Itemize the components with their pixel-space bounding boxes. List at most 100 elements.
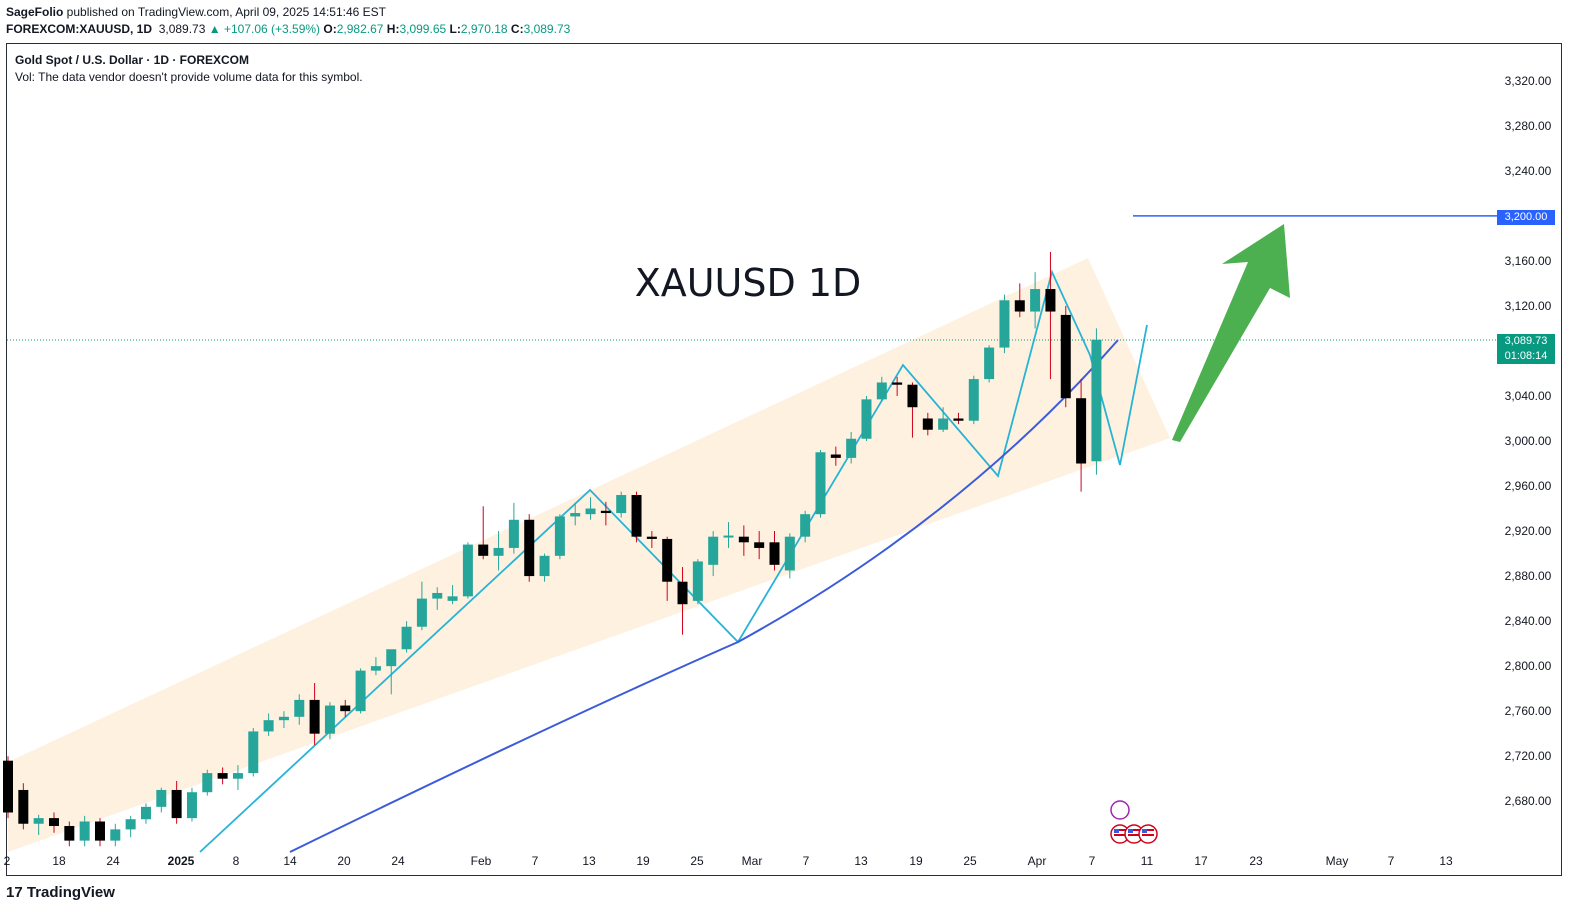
- candle: [769, 531, 780, 571]
- ohlc-header: FOREXCOM:XAUUSD, 1D 3,089.73 ▲ +107.06 (…: [6, 22, 570, 36]
- publisher-name: SageFolio: [6, 5, 64, 19]
- candle: [677, 567, 688, 635]
- flag-stripe: [1128, 834, 1140, 836]
- candle-body: [723, 535, 734, 538]
- candle: [263, 713, 274, 736]
- candle-body: [692, 561, 703, 601]
- candle-body: [1030, 289, 1041, 312]
- candle-body: [493, 547, 504, 556]
- flag-stripe: [1114, 829, 1126, 831]
- symbol-legend: Gold Spot / U.S. Dollar · 1D · FOREXCOM: [15, 53, 250, 67]
- candle: [754, 531, 765, 560]
- candle: [294, 694, 305, 725]
- flag-stripe: [1142, 834, 1154, 836]
- flag-stripe: [1114, 834, 1126, 836]
- candle: [968, 375, 979, 425]
- candle-body: [447, 596, 458, 601]
- open-value: 2,982.67: [336, 22, 384, 36]
- candle-body: [616, 495, 627, 514]
- tradingview-logo[interactable]: 17 TradingView: [6, 884, 115, 901]
- candle-body: [33, 818, 44, 824]
- candle: [738, 525, 749, 556]
- candle: [478, 506, 489, 560]
- candle: [110, 823, 121, 847]
- x-tick-label: 2025: [168, 854, 195, 868]
- candle: [524, 514, 535, 582]
- flash-event-icon: [1110, 800, 1130, 820]
- candle: [64, 821, 75, 847]
- y-tick-label: 2,960.00: [1505, 479, 1552, 493]
- candle: [33, 814, 44, 835]
- symbol-label: FOREXCOM:XAUUSD, 1D: [6, 22, 153, 36]
- candle-body: [1091, 339, 1102, 462]
- y-tick-label: 2,720.00: [1505, 749, 1552, 763]
- candle-body: [754, 542, 765, 548]
- high-value: 3,099.65: [399, 22, 447, 36]
- x-tick-label: Mar: [742, 854, 763, 868]
- x-tick-label: 2: [4, 854, 11, 868]
- low-label: L:: [449, 22, 461, 36]
- candle: [432, 587, 443, 610]
- candle: [1045, 251, 1056, 380]
- candle: [953, 412, 964, 425]
- x-tick-label: 13: [582, 854, 596, 868]
- candle: [278, 711, 289, 729]
- y-tick-label: 2,920.00: [1505, 524, 1552, 538]
- candle: [1014, 283, 1025, 318]
- y-tick-label: 2,680.00: [1505, 794, 1552, 808]
- x-tick-label: 25: [690, 854, 704, 868]
- candle-body: [968, 379, 979, 421]
- candle-body: [830, 454, 841, 458]
- candle: [646, 531, 657, 548]
- candle-body: [140, 806, 151, 820]
- x-tick-label: 25: [963, 854, 977, 868]
- candle-body: [232, 773, 243, 779]
- candle-body: [125, 819, 136, 830]
- us-flag-icon: [1138, 824, 1158, 844]
- flag-stripe: [1142, 829, 1154, 831]
- candle: [999, 294, 1010, 354]
- channel-layer: [8, 258, 1170, 852]
- candle-body: [662, 538, 673, 582]
- candle-body: [48, 818, 59, 826]
- x-tick-label: 24: [106, 854, 120, 868]
- chart-label: XAUUSD 1D: [635, 261, 862, 305]
- candle-body: [984, 347, 995, 380]
- candle: [892, 376, 903, 396]
- candle-body: [202, 773, 213, 793]
- candle: [1091, 328, 1102, 475]
- flag-canton: [1128, 829, 1133, 833]
- y-tick-label: 3,240.00: [1505, 164, 1552, 178]
- candle: [784, 533, 795, 579]
- y-tick-label: 3,000.00: [1505, 434, 1552, 448]
- candle: [907, 382, 918, 438]
- candle: [570, 502, 581, 526]
- candle: [631, 491, 642, 543]
- candle: [171, 780, 182, 824]
- candle-body: [539, 555, 550, 577]
- candle-body: [554, 516, 565, 556]
- y-tick-label: 3,040.00: [1505, 389, 1552, 403]
- candle-body: [478, 544, 489, 556]
- candle-body: [18, 789, 29, 824]
- x-tick-label: 20: [337, 854, 351, 868]
- candle-body: [800, 514, 811, 537]
- candle-body: [631, 495, 642, 537]
- candle-body: [570, 513, 581, 517]
- flag-stripe: [1128, 829, 1140, 831]
- candle: [493, 531, 504, 571]
- candle: [861, 395, 872, 441]
- candle-body: [64, 825, 75, 841]
- target-price-tag: 3,200.00: [1497, 210, 1555, 225]
- candle-body: [248, 731, 259, 774]
- candle: [248, 728, 259, 777]
- candle-body: [156, 789, 167, 807]
- candle: [156, 787, 167, 813]
- candle-body: [401, 626, 412, 650]
- candle: [401, 621, 412, 653]
- candle-body: [784, 536, 795, 571]
- candle: [846, 431, 857, 464]
- candle: [232, 765, 243, 790]
- candle-body: [340, 705, 351, 712]
